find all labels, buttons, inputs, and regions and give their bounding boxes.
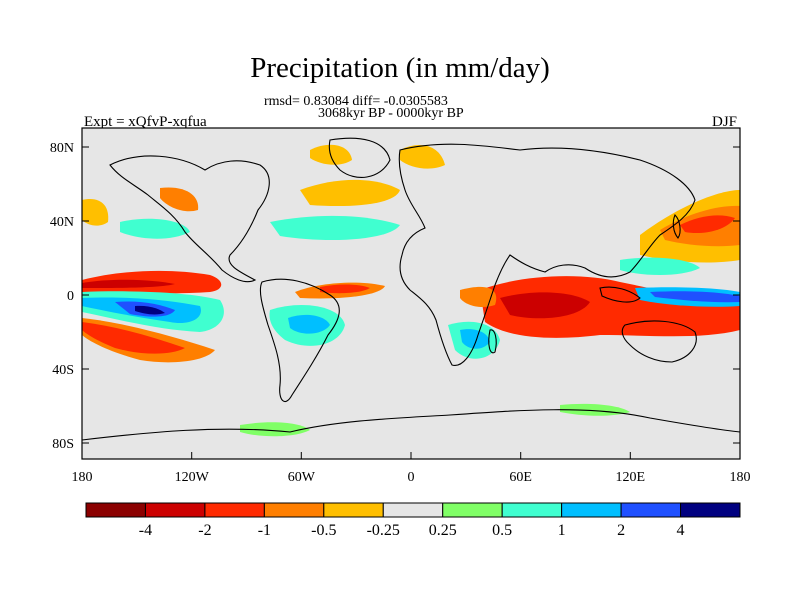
anomaly-region: [650, 291, 740, 303]
colorbar-label: 0.5: [492, 522, 512, 539]
colorbar-swatch: [680, 502, 741, 518]
colorbar-swatch: [323, 502, 384, 518]
lat-ticks: [82, 146, 740, 444]
colorbar-label: 4: [677, 522, 685, 539]
anomaly-region: [82, 199, 109, 226]
colorbar-label: 0.25: [429, 522, 457, 539]
colorbar-swatch: [561, 502, 622, 518]
anomaly-region: [82, 322, 185, 354]
anomaly-field: [82, 144, 740, 437]
colorbar-swatch: [204, 502, 265, 518]
coastline-south-america: [259, 278, 340, 403]
anomaly-region: [160, 187, 199, 212]
colorbar-swatch: [501, 502, 563, 518]
lon-tick-label: 120E: [616, 470, 646, 485]
lon-tick-label: 0: [408, 470, 415, 485]
anomaly-region: [120, 218, 190, 239]
anomaly-region: [240, 422, 310, 437]
colorbar-swatch: [442, 502, 503, 518]
anomaly-region: [680, 215, 735, 234]
coastline-australia: [621, 320, 697, 363]
colorbar-label: -2: [198, 522, 211, 539]
stats-text: rmsd= 0.83084 diff= -0.0305583: [264, 94, 448, 109]
lon-tick-label: 60W: [288, 470, 316, 485]
anomaly-region: [320, 284, 370, 294]
anomaly-region: [500, 292, 590, 319]
lat-tick-labels: 80N 40N 0 40S 80S: [50, 141, 74, 452]
colorbar-label: -0.5: [311, 522, 336, 539]
season-label: DJF: [712, 114, 738, 130]
colorbar-label: 1: [558, 522, 566, 539]
anomaly-region: [82, 279, 175, 288]
coastline-antarctica: [82, 409, 740, 441]
coastline-madagascar: [488, 329, 497, 354]
anomaly-region: [288, 314, 330, 334]
period-text: 3068kyr BP - 0000kyr BP: [318, 106, 464, 121]
colorbar-label: 2: [617, 522, 625, 539]
colorbar-swatch: [263, 502, 325, 518]
anomaly-region: [460, 286, 497, 308]
lon-tick-label: 120W: [175, 470, 210, 485]
colorbar: -4 -2 -1 -0.5 -0.25 0.25 0.5 1 2 4: [85, 502, 741, 539]
lat-tick-label: 80S: [52, 437, 74, 452]
lon-tick-label: 60E: [509, 470, 532, 485]
anomaly-region: [270, 215, 400, 241]
plot-title: Precipitation (in mm/day): [250, 52, 550, 84]
coastline-japan: [672, 214, 681, 239]
anomaly-region: [560, 403, 630, 416]
experiment-label: Expt = xQfvP-xqfua: [84, 114, 207, 130]
lat-tick-label: 0: [67, 289, 74, 304]
lon-ticks: [81, 452, 741, 459]
lon-tick-labels: 180 120W 60W 0 60E 120E 180: [72, 470, 751, 485]
lat-tick-label: 40S: [52, 363, 74, 378]
anomaly-region: [400, 145, 445, 169]
anomaly-region: [480, 276, 740, 338]
coastline-africa-eurasia: [398, 143, 696, 366]
coastline-greenland: [328, 137, 391, 178]
anomaly-region: [460, 329, 490, 349]
lat-tick-label: 40N: [50, 215, 74, 230]
anomaly-region: [620, 257, 700, 275]
colorbar-swatch: [620, 502, 682, 518]
coastline-north-america: [109, 155, 270, 283]
anomaly-region: [300, 179, 400, 207]
colorbar-swatch: [382, 502, 444, 518]
colorbar-label: -0.25: [367, 522, 400, 539]
coastline-maritime-continent: [599, 286, 641, 303]
anomaly-region: [135, 305, 165, 315]
colorbar-label: -4: [139, 522, 152, 539]
lon-tick-label: 180: [72, 470, 93, 485]
colorbar-swatch: [144, 502, 206, 518]
colorbar-label: -1: [258, 522, 271, 539]
lon-tick-label: 180: [730, 470, 751, 485]
lat-tick-label: 80N: [50, 141, 74, 156]
colorbar-swatch: [85, 502, 146, 518]
coastlines: [82, 137, 740, 441]
